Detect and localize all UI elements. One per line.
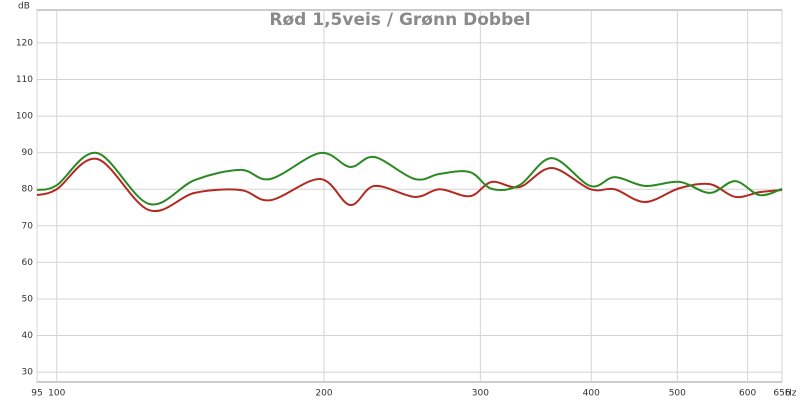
x-tick-label: 100 [48, 389, 65, 399]
x-tick-label: 656 [773, 389, 790, 399]
y-tick-label: 120 [16, 38, 33, 48]
y-tick-label: 70 [22, 221, 34, 231]
y-tick-label: 40 [22, 331, 34, 341]
y-tick-label: 100 [16, 112, 33, 122]
x-tick-label: 95 [31, 389, 42, 399]
x-tick-label: 200 [315, 389, 332, 399]
y-tick-label: 60 [22, 258, 34, 268]
x-tick-label: 600 [739, 389, 756, 399]
grid [36, 10, 783, 382]
y-axis-label: dB [18, 2, 30, 12]
y-tick-label: 90 [22, 148, 34, 158]
chart-title: Rød 1,5veis / Grønn Dobbel [269, 10, 530, 30]
y-tick-label: 30 [22, 368, 34, 378]
series-line [36, 157, 783, 213]
x-tick-label: 400 [583, 389, 600, 399]
lines [36, 152, 783, 213]
y-tick-label: 80 [22, 185, 34, 195]
series-line [36, 152, 783, 206]
y-tick-label: 110 [16, 75, 33, 85]
x-axis-label: Hz [785, 389, 797, 399]
x-tick-label: 500 [669, 389, 686, 399]
x-tick-label: 300 [472, 389, 489, 399]
y-tick-label: 50 [22, 294, 34, 304]
